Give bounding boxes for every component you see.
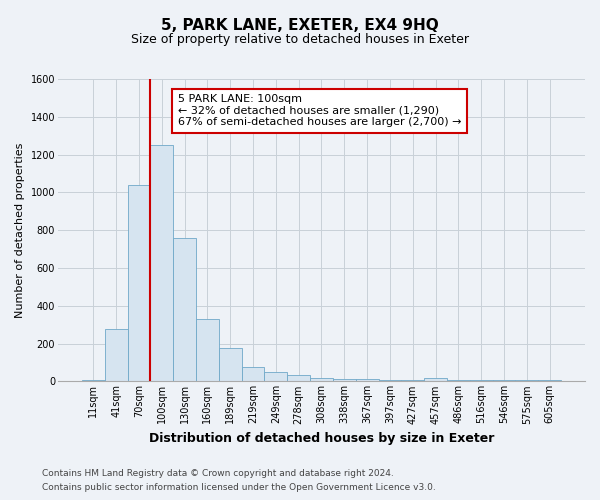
Bar <box>265 372 287 382</box>
Bar <box>105 330 128 382</box>
X-axis label: Distribution of detached houses by size in Exeter: Distribution of detached houses by size … <box>149 432 494 445</box>
Bar <box>424 378 447 382</box>
Bar <box>242 367 265 382</box>
Text: Contains public sector information licensed under the Open Government Licence v3: Contains public sector information licen… <box>42 484 436 492</box>
Bar <box>151 145 173 382</box>
Bar <box>447 380 470 382</box>
Text: 5, PARK LANE, EXETER, EX4 9HQ: 5, PARK LANE, EXETER, EX4 9HQ <box>161 18 439 32</box>
Text: Size of property relative to detached houses in Exeter: Size of property relative to detached ho… <box>131 32 469 46</box>
Y-axis label: Number of detached properties: Number of detached properties <box>15 142 25 318</box>
Bar <box>287 375 310 382</box>
Bar <box>310 378 333 382</box>
Bar <box>538 380 561 382</box>
Bar <box>515 380 538 382</box>
Bar <box>82 380 105 382</box>
Bar <box>401 380 424 382</box>
Bar <box>356 380 379 382</box>
Text: Contains HM Land Registry data © Crown copyright and database right 2024.: Contains HM Land Registry data © Crown c… <box>42 468 394 477</box>
Bar <box>470 380 493 382</box>
Bar <box>493 380 515 382</box>
Bar <box>379 380 401 382</box>
Bar <box>219 348 242 382</box>
Bar <box>196 319 219 382</box>
Bar <box>128 185 151 382</box>
Bar <box>173 238 196 382</box>
Bar <box>333 380 356 382</box>
Text: 5 PARK LANE: 100sqm
← 32% of detached houses are smaller (1,290)
67% of semi-det: 5 PARK LANE: 100sqm ← 32% of detached ho… <box>178 94 461 128</box>
